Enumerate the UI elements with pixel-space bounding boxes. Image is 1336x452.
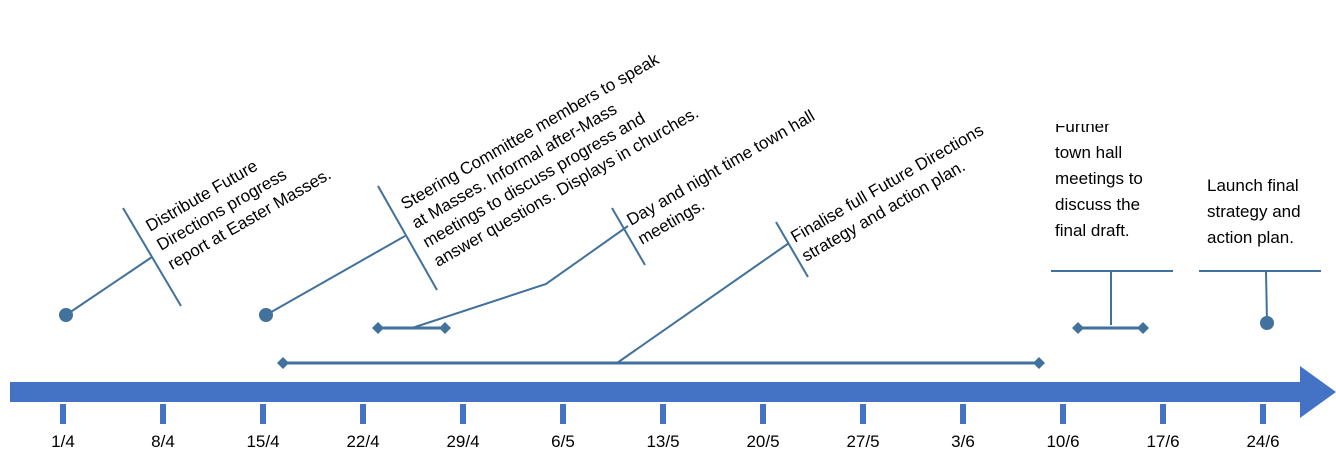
range-start-diamond (372, 322, 384, 334)
tick-mark (460, 404, 466, 424)
event-easter-label: Distribute Future Directions progress re… (143, 126, 335, 273)
tick-label: 6/5 (551, 432, 575, 451)
tick-mark (1160, 404, 1166, 424)
event-further-callout: Further town hall meetings to discuss th… (1051, 117, 1173, 334)
tick-mark (60, 404, 66, 424)
callout-leader (65, 256, 153, 316)
tick-mark (860, 404, 866, 424)
tick-label: 22/4 (346, 432, 379, 451)
range-end-diamond (439, 322, 451, 334)
tick-mark (760, 404, 766, 424)
callout-leader (411, 225, 629, 329)
tick-mark (1060, 404, 1066, 424)
tick-label: 3/6 (951, 432, 975, 451)
event-launch-label: Launch final strategy and action plan. (1207, 176, 1305, 247)
tick-mark (1260, 404, 1266, 424)
tick-mark (360, 404, 366, 424)
event-dot (259, 308, 273, 322)
tick-label: 27/5 (846, 432, 879, 451)
event-dot (59, 308, 73, 322)
timeline-arrow-shaft (10, 382, 1302, 402)
event-further-label: Further town hall meetings to discuss th… (1055, 117, 1148, 240)
range-end-diamond (1137, 322, 1149, 334)
tick-mark (260, 404, 266, 424)
event-dot (1260, 316, 1274, 330)
timeline-arrow (10, 366, 1336, 418)
event-easter-callout: Distribute Future Directions progress re… (59, 126, 335, 322)
tick-mark (560, 404, 566, 424)
range-end-diamond (1033, 357, 1045, 369)
tick-mark (960, 404, 966, 424)
tick-label: 15/4 (246, 432, 279, 451)
event-finalise-label: Finalise full Future Directions strategy… (788, 118, 1002, 265)
tick-label: 29/4 (446, 432, 479, 451)
timeline-arrow-head (1300, 366, 1336, 418)
range-start-diamond (277, 357, 289, 369)
tick-label: 1/4 (51, 432, 75, 451)
tick-label: 17/6 (1146, 432, 1179, 451)
callout-leader (1265, 270, 1268, 323)
callout-bar (775, 221, 809, 278)
tick-label: 24/6 (1246, 432, 1279, 451)
event-launch-callout: Launch final strategy and action plan. (1199, 176, 1321, 330)
tick-label: 20/5 (746, 432, 779, 451)
tick-label: 10/6 (1046, 432, 1079, 451)
tick-label: 8/4 (151, 432, 175, 451)
tick-mark (660, 404, 666, 424)
axis-ticks: 1/4 8/4 15/4 22/4 29/4 6/5 13/5 20/5 27/… (51, 404, 1280, 451)
callout-bar (611, 207, 646, 266)
callout-leader (265, 235, 406, 316)
tick-label: 13/5 (646, 432, 679, 451)
tick-mark (160, 404, 166, 424)
callout-bar (377, 185, 438, 291)
range-start-diamond (1072, 322, 1084, 334)
callout-leader (616, 242, 790, 364)
